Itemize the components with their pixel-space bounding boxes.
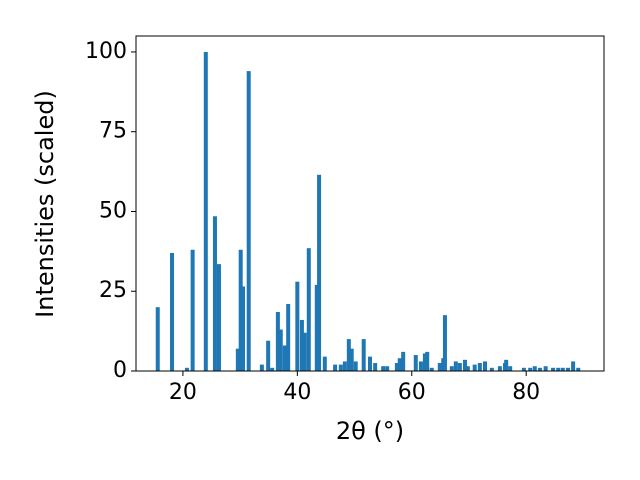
bar xyxy=(338,364,343,371)
bar xyxy=(286,304,291,371)
bar xyxy=(246,71,251,371)
bar xyxy=(418,361,423,371)
bar xyxy=(422,353,427,371)
x-axis-label: 2θ (°) xyxy=(336,417,404,445)
y-tick-label: 100 xyxy=(85,39,127,64)
bar xyxy=(442,315,447,371)
bar xyxy=(367,356,373,371)
bar xyxy=(425,351,430,371)
bar xyxy=(322,356,327,371)
x-tick-label: 80 xyxy=(512,380,540,405)
bar xyxy=(576,367,581,371)
bar xyxy=(453,361,458,371)
bar xyxy=(333,364,338,371)
bar xyxy=(346,339,351,371)
bar xyxy=(361,339,366,371)
bar xyxy=(462,359,467,371)
bar xyxy=(429,367,434,371)
bar xyxy=(155,307,160,371)
plot-frame xyxy=(135,35,605,372)
bar xyxy=(543,366,548,371)
bar xyxy=(449,366,454,371)
bar xyxy=(299,319,304,371)
bar xyxy=(532,366,537,371)
bar xyxy=(401,351,406,371)
bar xyxy=(528,367,533,371)
bar xyxy=(282,345,287,371)
bar xyxy=(349,348,354,371)
y-tick-label: 25 xyxy=(99,278,127,303)
bar xyxy=(385,366,390,371)
bar xyxy=(306,248,311,371)
bar xyxy=(216,264,221,371)
bar xyxy=(184,367,189,371)
y-tick-label: 0 xyxy=(113,358,127,383)
bar xyxy=(472,364,477,371)
bar xyxy=(259,364,264,371)
bar xyxy=(238,249,243,371)
bar xyxy=(373,363,378,371)
bar xyxy=(508,366,513,371)
bar xyxy=(551,367,556,371)
bar xyxy=(314,284,319,371)
bar xyxy=(240,286,245,371)
bar xyxy=(497,366,502,371)
bar xyxy=(275,311,280,371)
bar xyxy=(342,361,347,371)
bar xyxy=(203,51,208,371)
x-tick-label: 20 xyxy=(169,380,197,405)
bar xyxy=(489,367,494,371)
bar xyxy=(413,355,418,371)
bar xyxy=(170,252,175,371)
bar xyxy=(270,367,275,371)
y-axis-label: Intensities (scaled) xyxy=(31,90,59,318)
bar xyxy=(504,359,509,371)
bar xyxy=(212,216,217,371)
bar xyxy=(537,367,542,371)
bar xyxy=(560,367,565,371)
bar xyxy=(477,363,482,371)
bar xyxy=(482,361,487,371)
x-tick-label: 40 xyxy=(283,380,311,405)
bar xyxy=(521,367,526,371)
bar xyxy=(457,363,462,371)
bar xyxy=(317,174,322,371)
y-tick-label: 75 xyxy=(99,119,127,144)
bar xyxy=(235,348,240,371)
bar xyxy=(295,281,300,371)
bar xyxy=(571,361,576,371)
bar xyxy=(465,366,470,371)
bar xyxy=(381,366,386,371)
bar xyxy=(397,358,402,371)
bar xyxy=(266,340,271,371)
bar xyxy=(394,363,399,371)
bar xyxy=(190,249,195,371)
bar xyxy=(302,332,307,371)
bar xyxy=(278,329,283,371)
y-tick-label: 50 xyxy=(99,198,127,223)
bar xyxy=(353,361,358,371)
bar xyxy=(556,367,561,371)
x-tick-label: 60 xyxy=(398,380,426,405)
bar xyxy=(437,363,442,371)
bar xyxy=(565,367,570,371)
